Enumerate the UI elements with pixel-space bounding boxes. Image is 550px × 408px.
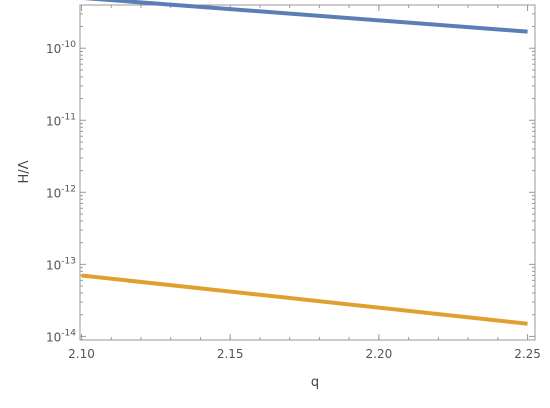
y-tick-label: 10-12 [46, 184, 76, 200]
series-line-2 [81, 273, 528, 326]
x-tick-label: 2.25 [514, 347, 541, 361]
x-tick-label: 2.10 [68, 347, 95, 361]
y-axis-label: H/Λ [17, 160, 32, 183]
series-line-1 [83, 0, 528, 34]
x-axis-label: q [311, 375, 319, 390]
x-tick-label: 2.15 [217, 347, 244, 361]
y-tick-label: 10-13 [46, 256, 76, 272]
y-tick-label: 10-10 [46, 40, 76, 56]
y-tick-label: 10-14 [46, 328, 76, 344]
x-tick-label: 2.20 [366, 347, 393, 361]
y-tick-label: 10-11 [46, 112, 76, 128]
series-layer [81, 0, 528, 326]
y-axis-ticks: 10-14 10-13 10-12 10-11 10-10 [46, 13, 535, 344]
x-axis-ticks: 2.10 2.15 2.20 2.25 [68, 5, 541, 361]
plot-frame [79, 4, 536, 341]
